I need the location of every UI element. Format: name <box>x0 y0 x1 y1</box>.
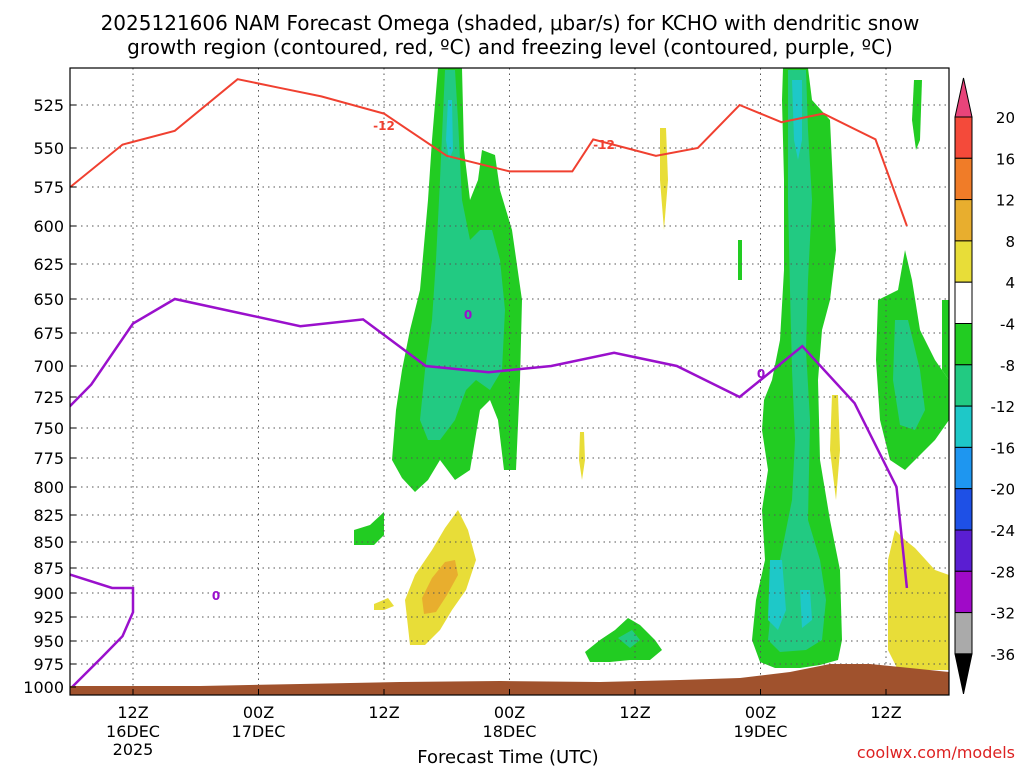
colorbar-swatch <box>954 157 973 201</box>
colorbar-label: -32 <box>991 605 1016 623</box>
colorbar-label: -36 <box>991 646 1016 664</box>
colorbar-label: 16 <box>996 150 1015 168</box>
omega-sinking-19dec <box>888 530 949 670</box>
colorbar-swatch <box>954 529 973 572</box>
colorbar-swatch <box>954 488 973 531</box>
x-tick-label-date: 16DEC <box>106 722 160 741</box>
colorbar-label: -8 <box>1000 357 1015 375</box>
omega-upward-sliver <box>738 240 742 280</box>
x-tick-label-time: 00Z <box>243 703 274 722</box>
y-tick-label: 975 <box>33 655 64 674</box>
x-tick-label-date: 17DEC <box>232 722 286 741</box>
colorbar-swatch <box>954 240 973 283</box>
x-tick-label-time: 12Z <box>117 703 148 722</box>
x-tick-label-time: 12Z <box>619 703 650 722</box>
colorbar-label: -12 <box>991 398 1016 416</box>
omega-upward-right-cluster <box>876 80 949 470</box>
omega-upward-band-18dec <box>392 68 522 492</box>
y-tick-label: 825 <box>33 506 64 525</box>
y-tick-label: 625 <box>33 255 64 274</box>
omega-upward-band-19dec <box>752 68 842 668</box>
colorbar-label: -16 <box>991 439 1016 457</box>
y-tick-label: 875 <box>33 559 64 578</box>
y-tick-label: 550 <box>33 139 64 158</box>
x-tick-label-time: 00Z <box>494 703 525 722</box>
colorbar-swatch <box>954 199 973 242</box>
freezing-contour-label-2: 0 <box>464 308 472 322</box>
terrain-ground <box>70 664 949 695</box>
y-tick-label: 600 <box>33 217 64 236</box>
y-tick-label: 900 <box>33 584 64 603</box>
y-tick-label: 775 <box>33 449 64 468</box>
omega-sinking-sliver-3 <box>830 395 840 500</box>
y-tick-label: 725 <box>33 388 64 407</box>
colorbar-label: 4 <box>1005 274 1015 292</box>
freezing-level-contour <box>70 297 909 690</box>
x-tick-label-date: 18DEC <box>483 722 537 741</box>
x-tick-label-date: 19DEC <box>734 722 788 741</box>
omega-sinking-sliver-2 <box>579 432 585 480</box>
colorbar-swatch <box>954 116 973 159</box>
y-tick-label: 525 <box>33 96 64 115</box>
colorbar-label: -4 <box>1000 316 1015 334</box>
dgz-contour-label-2: -12 <box>593 138 615 152</box>
colorbar-cap-top <box>954 77 973 118</box>
y-tick-label: 750 <box>33 419 64 438</box>
y-tick-label: 1000 <box>23 678 64 697</box>
colorbar-swatch <box>954 446 973 490</box>
colorbar-swatch <box>954 323 973 366</box>
y-tick-label: 650 <box>33 290 64 309</box>
y-tick-label: 950 <box>33 632 64 651</box>
y-tick-label: 700 <box>33 357 64 376</box>
colorbar-cap-bottom <box>954 653 973 695</box>
x-tick-label-time: 12Z <box>870 703 901 722</box>
chart-title-line1: 2025121606 NAM Forecast Omega (shaded, μ… <box>101 11 920 35</box>
x-tick-label-time: 00Z <box>745 703 776 722</box>
colorbar: 20 16 12 8 4 -4 -8 -12 -16 -20 -24 -28 -32 -36 <box>954 77 1016 695</box>
omega-upward-blob-small <box>354 512 384 545</box>
x-tick-label-year: 2025 <box>113 740 154 759</box>
y-tick-label: 675 <box>33 324 64 343</box>
colorbar-swatch <box>954 570 973 614</box>
y-tick-label: 850 <box>33 533 64 552</box>
colorbar-label: -24 <box>991 522 1016 540</box>
colorbar-swatch <box>954 405 973 448</box>
colorbar-label: 20 <box>996 109 1015 127</box>
y-tick-label: 925 <box>33 608 64 627</box>
credit-text: coolwx.com/models <box>857 743 1015 762</box>
plot-area <box>70 68 949 695</box>
colorbar-label: -20 <box>991 481 1016 499</box>
freezing-contour-label-3: 0 <box>757 367 765 381</box>
chart-title-line2: growth region (contoured, red, ºC) and f… <box>127 35 893 59</box>
omega-sinking-17dec <box>374 510 476 645</box>
colorbar-swatch <box>954 364 973 407</box>
dgz-minus12-contour <box>70 78 908 227</box>
x-tick-label-time: 12Z <box>368 703 399 722</box>
y-tick-label: 800 <box>33 478 64 497</box>
y-axis: 525 550 575 600 625 650 675 700 725 750 775 800 825 8… <box>23 96 76 697</box>
colorbar-swatch <box>954 281 973 325</box>
colorbar-label: 8 <box>1005 233 1015 251</box>
colorbar-swatch <box>954 612 973 655</box>
x-axis-label: Forecast Time (UTC) <box>417 747 598 768</box>
y-tick-label: 575 <box>33 178 64 197</box>
colorbar-label: -28 <box>991 563 1016 581</box>
dgz-contour-label-1: -12 <box>373 119 395 133</box>
colorbar-label: 12 <box>996 192 1015 210</box>
freezing-contour-label-1: 0 <box>212 589 220 603</box>
